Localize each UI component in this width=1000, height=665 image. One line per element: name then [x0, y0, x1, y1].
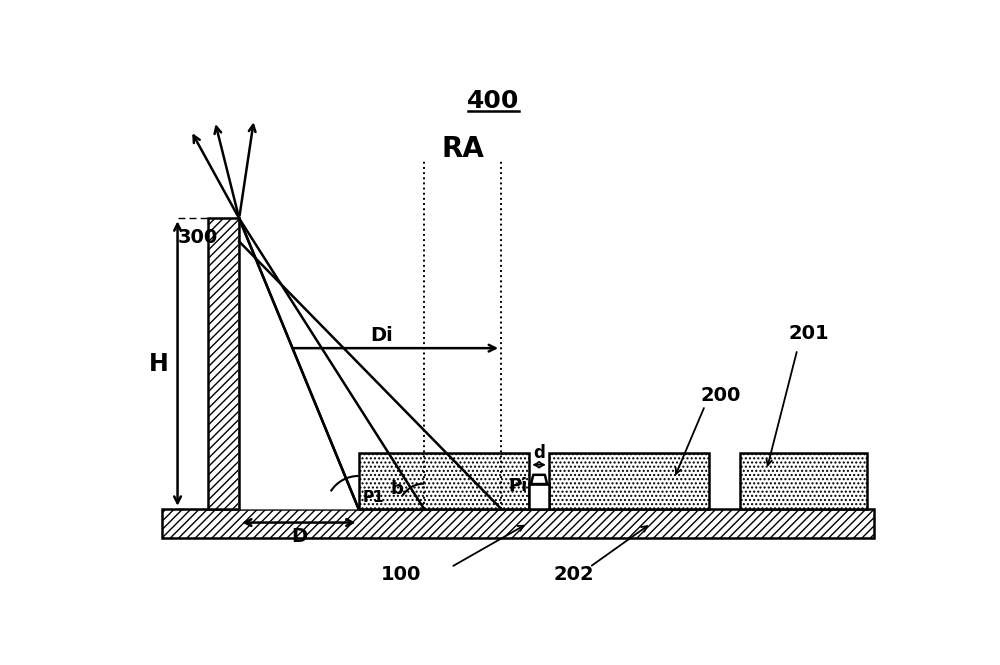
Text: b: b [391, 480, 403, 499]
Text: d: d [533, 444, 545, 462]
Polygon shape [239, 218, 358, 509]
Polygon shape [531, 475, 547, 484]
Bar [529, 484, 549, 509]
Text: 300: 300 [178, 228, 218, 247]
Text: D: D [291, 527, 307, 546]
Text: P1: P1 [362, 490, 384, 505]
Text: Di: Di [370, 326, 393, 344]
Bar [358, 454, 529, 509]
Text: RA: RA [441, 135, 484, 163]
Text: H: H [148, 352, 168, 376]
Text: Pi: Pi [509, 477, 528, 495]
Text: 400: 400 [467, 88, 519, 112]
Text: 200: 200 [700, 386, 741, 405]
Text: 201: 201 [789, 325, 829, 343]
Text: a: a [312, 477, 324, 495]
Bar [549, 454, 709, 509]
Bar [208, 218, 239, 509]
Text: 202: 202 [554, 565, 594, 585]
Bar [162, 509, 874, 538]
Text: 100: 100 [381, 565, 421, 585]
Bar [740, 454, 867, 509]
